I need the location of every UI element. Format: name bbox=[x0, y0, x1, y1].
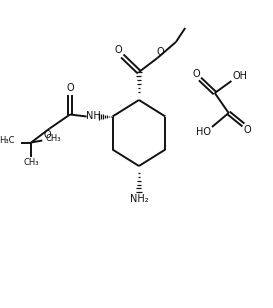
Text: NH₂: NH₂ bbox=[130, 194, 148, 204]
Text: O: O bbox=[66, 83, 74, 92]
Text: H₃C: H₃C bbox=[0, 136, 14, 145]
Text: O: O bbox=[115, 45, 122, 55]
Text: NH: NH bbox=[86, 111, 100, 120]
Text: HO: HO bbox=[196, 127, 211, 137]
Text: CH₃: CH₃ bbox=[23, 158, 39, 167]
Text: O: O bbox=[156, 47, 164, 57]
Text: O: O bbox=[44, 129, 52, 140]
Text: O: O bbox=[243, 125, 251, 135]
Text: OH: OH bbox=[232, 71, 247, 81]
Text: O: O bbox=[192, 69, 200, 79]
Text: CH₃: CH₃ bbox=[46, 134, 61, 143]
